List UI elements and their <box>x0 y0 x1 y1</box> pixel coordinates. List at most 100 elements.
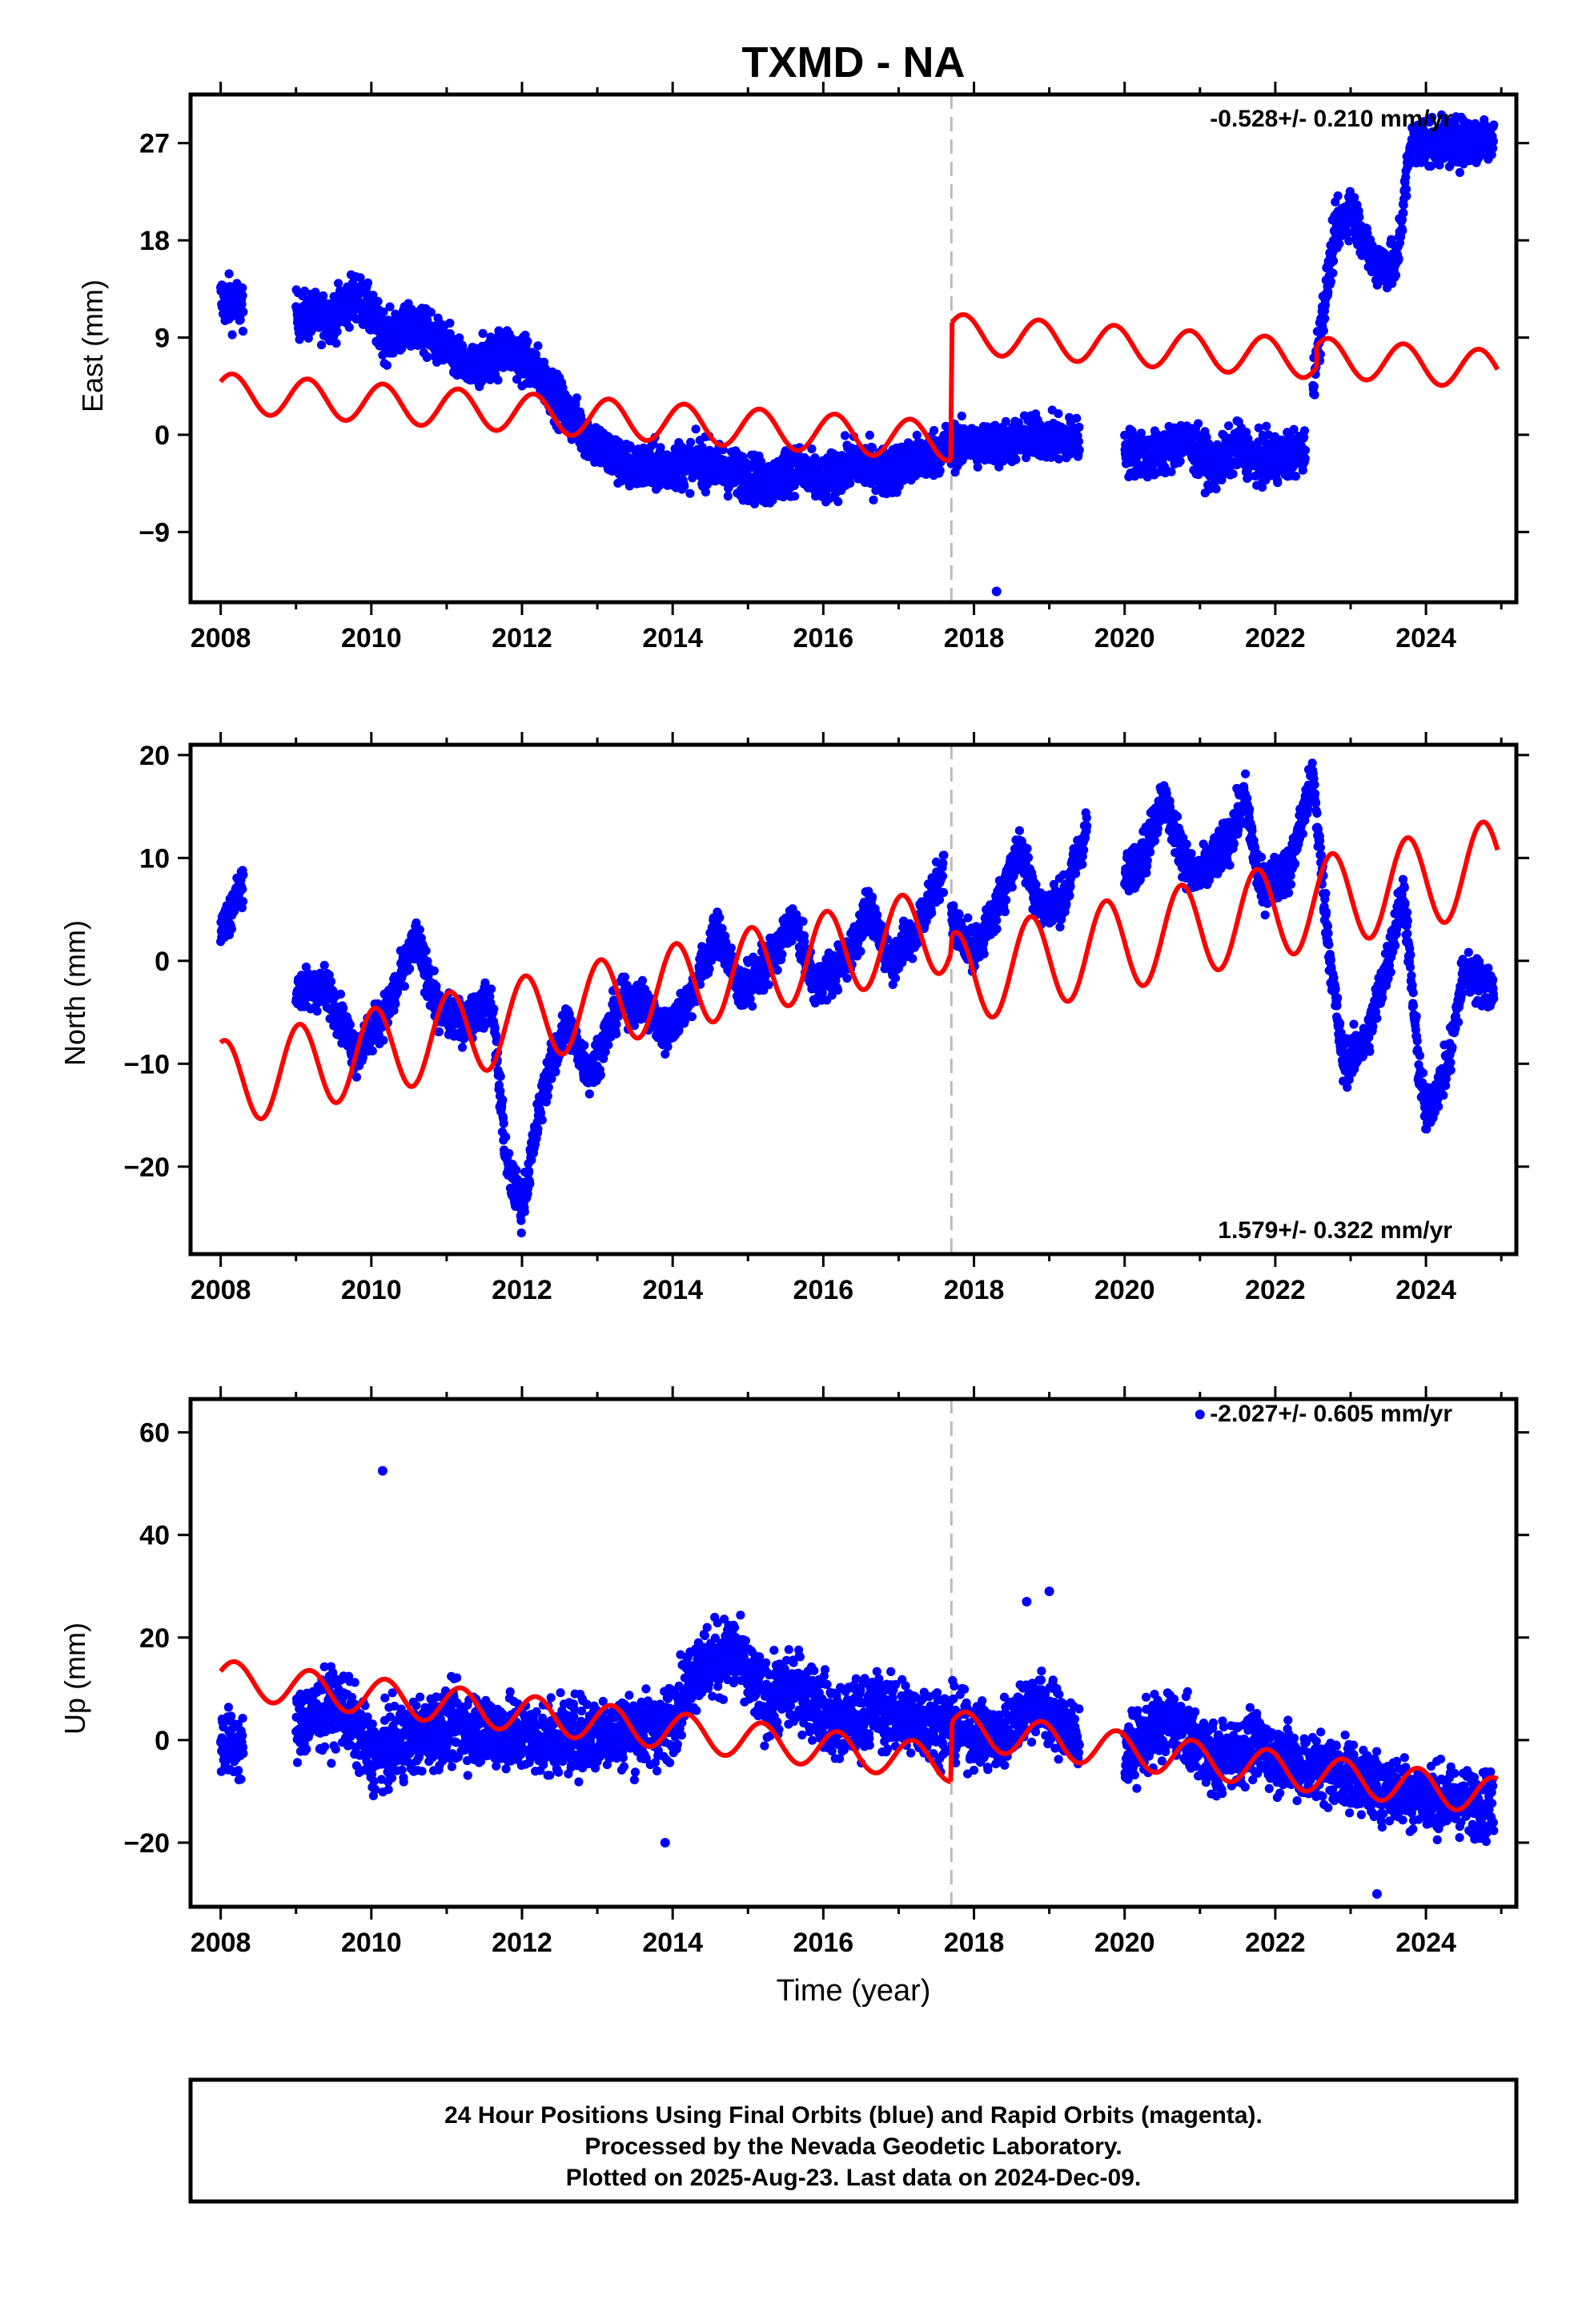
east-data-point <box>685 489 695 498</box>
up-ylabel: Up (mm) <box>58 1622 91 1735</box>
east-data-point <box>1224 421 1234 431</box>
east-data-point <box>1072 413 1082 423</box>
north-data-point <box>345 1020 355 1030</box>
east-data-point <box>426 308 436 317</box>
east-data-point <box>1298 465 1307 475</box>
east-model-curve <box>950 312 1319 380</box>
north-data-point <box>379 1035 388 1045</box>
east-data-point <box>239 307 248 317</box>
east-data-point <box>845 478 855 489</box>
footer-box: 24 Hour Positions Using Final Orbits (bl… <box>188 2077 1519 2204</box>
east-data-point <box>1309 381 1319 392</box>
east-data-point <box>1166 467 1176 476</box>
east-data-point <box>533 341 543 351</box>
footer-line-2: Processed by the Nevada Geodetic Laborat… <box>584 2133 1122 2160</box>
east-data-point <box>1394 254 1403 263</box>
east-data-point <box>493 376 503 385</box>
east-xtick-label: 2022 <box>1245 623 1306 653</box>
east-data-point <box>344 323 354 332</box>
east-data-point <box>691 424 701 434</box>
east-data-point <box>300 286 310 296</box>
east-data-point <box>1300 445 1311 455</box>
east-xtick-label: 2014 <box>642 623 703 653</box>
north-data-point <box>239 870 248 880</box>
east-data-point <box>1398 226 1407 235</box>
east-data-point <box>1489 120 1499 130</box>
north-data-point <box>489 1004 499 1014</box>
east-data-point <box>1074 422 1084 432</box>
east-data-point <box>355 273 365 283</box>
east-data-point <box>865 430 874 440</box>
east-data-point <box>1074 445 1084 455</box>
north-data-point <box>367 1046 377 1055</box>
east-data-point <box>1194 419 1203 428</box>
north-data-points <box>216 758 1499 1238</box>
east-data-point <box>1329 256 1339 266</box>
east-xtick-label: 2012 <box>492 623 552 653</box>
east-data-point <box>317 340 327 350</box>
east-ytick-label: 0 <box>155 420 170 451</box>
east-data-point <box>332 327 342 336</box>
east-data-point <box>238 283 247 293</box>
east-data-point <box>1328 268 1338 278</box>
east-panel: East (mm) <box>76 279 109 412</box>
east-data-point <box>680 481 689 491</box>
east-xtick-label: 2018 <box>944 623 1005 653</box>
north-data-point <box>499 1119 508 1128</box>
north-data-point <box>501 1132 511 1142</box>
east-data-point <box>1333 191 1343 201</box>
north-data-point <box>496 1086 505 1096</box>
north-data-point <box>339 1003 348 1013</box>
east-data-point <box>334 279 343 288</box>
north-data-point <box>326 977 336 987</box>
east-data-point <box>379 308 388 317</box>
east-xtick-label: 2020 <box>1094 623 1155 653</box>
east-data-point <box>930 425 939 436</box>
footer-line-3: Plotted on 2025-Aug-23. Last data on 202… <box>566 2165 1142 2191</box>
east-xtick-label: 2010 <box>341 623 402 653</box>
north-data-point <box>496 1072 505 1081</box>
east-data-point <box>227 330 237 340</box>
east-ylabel: East (mm) <box>76 279 109 412</box>
east-data-point <box>363 278 373 287</box>
north-data-point <box>238 884 247 894</box>
east-data-point <box>833 497 843 507</box>
east-data-point <box>1054 454 1064 464</box>
east-ytick-label: −9 <box>139 517 170 548</box>
east-data-point <box>686 437 696 448</box>
north-data-point <box>457 1043 468 1052</box>
north-data-point <box>335 989 346 999</box>
east-data-point <box>478 328 488 338</box>
footer-line-1: 24 Hour Positions Using Final Orbits (bl… <box>444 2102 1263 2129</box>
north-data-point <box>487 984 496 994</box>
north-panel: North (mm) <box>58 920 91 1066</box>
north-data-point <box>429 966 439 975</box>
east-outlier-point <box>991 586 1002 597</box>
north-data-point <box>516 1216 526 1225</box>
east-data-point <box>238 327 248 336</box>
north-data-point <box>520 1207 529 1216</box>
east-data-point <box>224 269 234 279</box>
east-xtick-label: 2016 <box>793 623 854 653</box>
north-data-point <box>421 946 431 955</box>
east-data-point <box>445 318 455 328</box>
north-data-point <box>405 963 415 974</box>
east-data-point <box>373 296 383 306</box>
east-data-point <box>935 466 945 476</box>
east-data-point <box>869 495 878 505</box>
east-model-step <box>948 322 955 460</box>
north-data-point <box>319 960 329 970</box>
north-data-point <box>391 999 400 1009</box>
east-data-point <box>1402 191 1411 201</box>
east-data-point <box>237 300 247 309</box>
north-data-point <box>432 981 441 991</box>
north-data-point <box>227 924 236 934</box>
north-data-point <box>400 982 409 991</box>
east-data-point <box>1320 314 1330 324</box>
east-data-point <box>1335 239 1344 248</box>
footer-frame <box>188 2077 1519 2204</box>
east-data-point <box>1299 426 1310 436</box>
east-data-point <box>973 462 982 472</box>
east-data-point <box>458 341 468 351</box>
